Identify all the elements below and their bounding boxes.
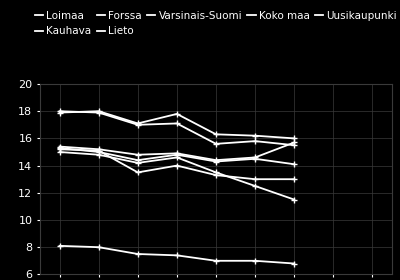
Legend: Loimaa, Kauhava, Forssa, Lieto, Varsinais-Suomi, Koko maa, Uusikaupunki: Loimaa, Kauhava, Forssa, Lieto, Varsinai…	[32, 8, 400, 39]
